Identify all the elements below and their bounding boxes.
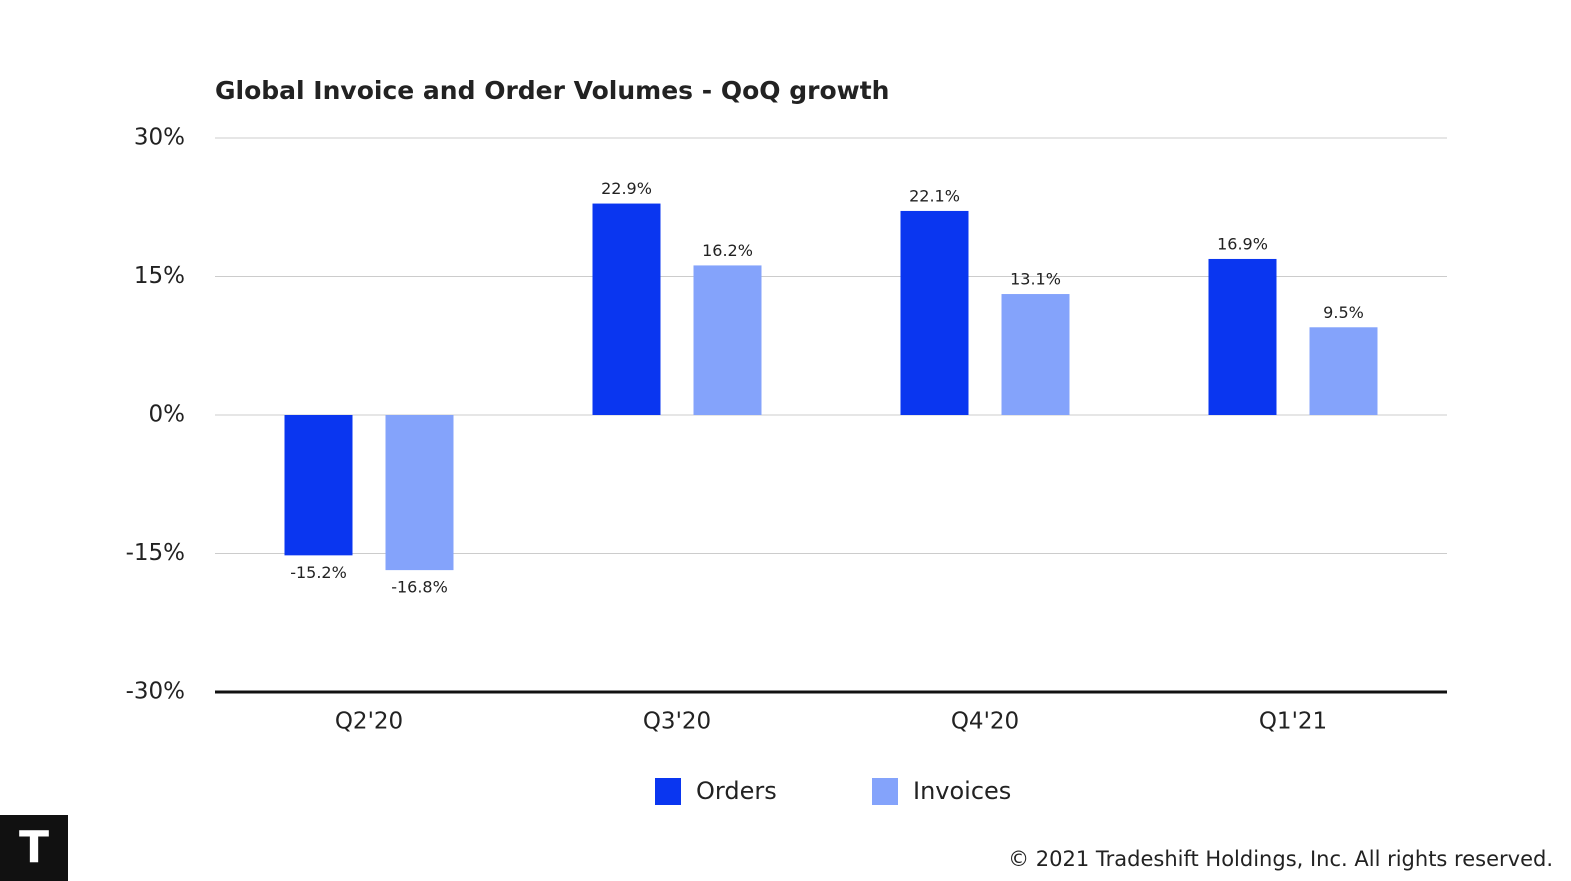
bar [1309,327,1378,415]
legend-swatch [872,778,898,805]
y-tick-label: -15% [126,540,185,566]
value-label: 22.9% [601,179,652,198]
legend-swatch [655,778,681,805]
y-tick-label: 15% [134,263,185,289]
footer: © 2021 Tradeshift Holdings, Inc. All rig… [1008,847,1553,871]
bar [693,265,762,415]
legend-label: Orders [696,777,777,805]
logo-box [0,815,68,881]
bar [385,415,454,571]
value-label: -15.2% [290,563,347,582]
y-tick-label: 30% [134,125,185,151]
value-label: 9.5% [1323,303,1364,322]
value-label: 13.1% [1010,270,1061,289]
value-label: -16.8% [391,578,448,597]
y-tick-label: -30% [126,679,185,705]
y-tick-label: 0% [149,402,186,428]
bar [592,203,661,415]
bar [900,210,969,415]
legend-label: Invoices [913,777,1011,805]
x-tick-label: Q3'20 [643,709,711,735]
bar [1208,258,1277,415]
bar [1001,294,1070,415]
x-tick-label: Q1'21 [1259,709,1327,735]
chart-title: Global Invoice and Order Volumes - QoQ g… [215,76,889,105]
value-label: 22.1% [909,186,960,205]
x-tick-label: Q2'20 [335,709,403,735]
value-label: 16.2% [702,241,753,260]
x-tick-label: Q4'20 [951,709,1019,735]
bar [284,415,353,556]
value-label: 16.9% [1217,234,1268,253]
logo: T [19,822,49,873]
